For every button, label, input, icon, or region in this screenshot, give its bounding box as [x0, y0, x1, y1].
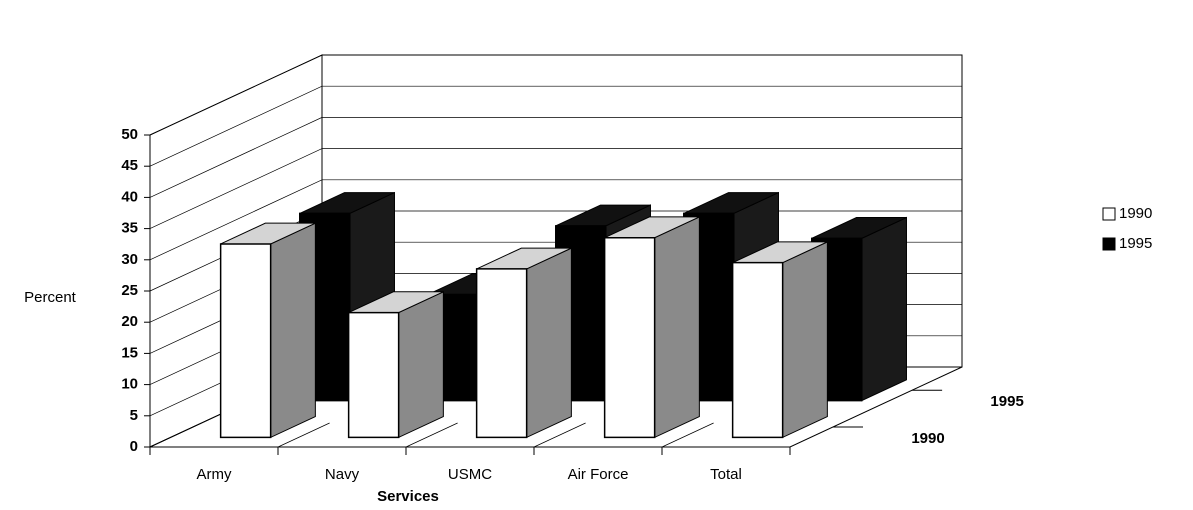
grid-line — [149, 179, 962, 261]
x-tick-label: Army — [197, 466, 232, 483]
x-tick-line — [277, 422, 330, 448]
legend-label: 1990 — [1119, 205, 1152, 222]
y-tick-label: 15 — [121, 344, 138, 361]
y-tick-label: 5 — [130, 407, 138, 424]
y-tick-label: 50 — [121, 126, 138, 143]
x-tick-line — [149, 422, 202, 448]
y-tick-label: 10 — [121, 376, 138, 393]
y-tick-label: 30 — [121, 251, 138, 268]
y-tick-label: 25 — [121, 282, 138, 299]
legend-swatch — [1102, 237, 1116, 251]
bar-side — [526, 247, 572, 439]
y-tick-label: 0 — [130, 438, 138, 455]
legend-label: 1995 — [1119, 235, 1152, 252]
grid-line — [149, 117, 962, 198]
bar-side — [270, 222, 316, 439]
x-tick-label: Total — [710, 466, 742, 483]
y-tick-label: 40 — [121, 188, 138, 205]
bar — [731, 261, 784, 439]
bar-side — [654, 216, 700, 439]
bar — [347, 311, 400, 439]
bar — [219, 243, 272, 439]
x-tick-label: Air Force — [568, 466, 629, 483]
y-axis-label: Percent — [24, 289, 77, 306]
bar-side — [398, 291, 444, 439]
y-tick-label: 45 — [121, 157, 138, 174]
grid-line — [149, 54, 962, 136]
x-tick-label: USMC — [448, 466, 492, 483]
bar — [603, 236, 656, 439]
y-tick-label: 20 — [121, 313, 138, 330]
x-tick-label: Navy — [325, 466, 360, 483]
x-tick-line — [405, 422, 458, 448]
bar — [475, 268, 528, 439]
y-tick-label: 35 — [121, 220, 138, 237]
x-tick-line — [661, 422, 714, 448]
grid-line — [149, 85, 962, 167]
legend-swatch — [1102, 207, 1116, 221]
depth-label: 1995 — [990, 393, 1023, 410]
depth-label: 1990 — [911, 430, 944, 447]
grid-line — [149, 148, 962, 229]
bar-side — [861, 216, 907, 402]
x-axis-label: Services — [377, 488, 439, 505]
x-tick-line — [533, 422, 586, 448]
bar-side — [782, 241, 828, 439]
